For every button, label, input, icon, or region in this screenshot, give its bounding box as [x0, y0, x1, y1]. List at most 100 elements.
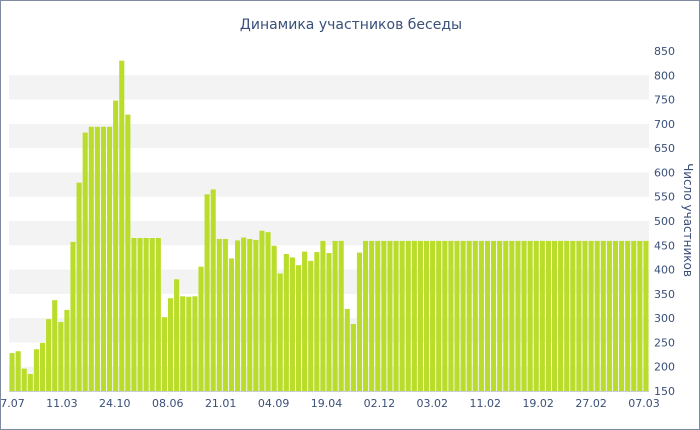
bar — [405, 240, 411, 391]
bar — [363, 240, 369, 391]
x-tick-label: 21.01 — [205, 397, 237, 410]
bar — [289, 257, 295, 391]
bar — [619, 240, 625, 391]
bar — [497, 240, 503, 391]
bar — [594, 240, 600, 391]
bar — [88, 126, 94, 392]
bar — [76, 182, 82, 391]
bar — [588, 240, 594, 391]
bar — [430, 240, 436, 391]
bar — [558, 240, 564, 391]
chart-title: Динамика участников беседы — [240, 17, 462, 33]
bar — [411, 240, 417, 391]
bar — [167, 298, 174, 391]
bar — [58, 322, 64, 391]
y-tick-label: 200 — [654, 361, 675, 374]
bar — [265, 232, 271, 391]
bar — [228, 258, 235, 391]
bar — [448, 240, 454, 391]
bar — [155, 238, 161, 391]
bar — [82, 132, 88, 391]
bar — [442, 240, 448, 391]
y-tick-label: 800 — [654, 69, 675, 82]
x-tick-label: 04.09 — [258, 397, 290, 410]
y-tick-label: 250 — [654, 336, 675, 349]
bar — [314, 252, 320, 391]
bar — [356, 252, 363, 391]
x-tick-label: 02.12 — [364, 397, 396, 410]
bar — [509, 240, 515, 391]
bar — [393, 240, 399, 391]
x-tick-label: 03.02 — [417, 397, 449, 410]
bar — [582, 240, 588, 391]
bar — [113, 100, 119, 391]
bar — [143, 238, 149, 391]
bar — [277, 273, 283, 391]
x-tick-label: 19.04 — [311, 397, 343, 410]
bar — [149, 238, 155, 391]
bar — [125, 114, 131, 391]
bar — [417, 240, 423, 391]
bar — [174, 279, 180, 391]
bar — [436, 240, 442, 391]
bar-series — [9, 60, 649, 392]
y-tick-label: 150 — [654, 385, 675, 398]
bar — [527, 240, 533, 391]
bar — [241, 237, 247, 391]
bar — [564, 240, 570, 391]
x-tick-label: 07.03 — [628, 397, 660, 410]
x-tick-label: 27.02 — [575, 397, 607, 410]
bar — [210, 189, 216, 391]
bar — [295, 265, 302, 391]
bar — [302, 251, 308, 391]
bar — [423, 240, 430, 391]
bar — [612, 240, 619, 391]
bar — [70, 241, 76, 391]
bar — [119, 60, 125, 392]
bar — [570, 240, 576, 391]
bar — [545, 240, 551, 391]
bar — [381, 240, 387, 391]
y-tick-label: 850 — [654, 45, 675, 58]
bar — [137, 238, 143, 391]
bar — [131, 238, 137, 391]
bar — [247, 238, 253, 391]
bar — [308, 260, 314, 391]
bar — [161, 317, 167, 391]
bar — [533, 240, 539, 391]
y-tick-label: 400 — [654, 264, 675, 277]
y-tick-label: 600 — [654, 166, 675, 179]
y-tick-label: 300 — [654, 312, 675, 325]
bar — [46, 319, 52, 391]
bar — [369, 240, 375, 391]
bar — [21, 368, 27, 391]
bar — [94, 126, 100, 392]
y-tick-label: 550 — [654, 191, 675, 204]
y-axis-ticks: 150 200 250 300 350 400 450 500 550 600 650 700 750 8… — [654, 45, 675, 398]
bar — [52, 300, 58, 391]
bar — [643, 240, 649, 391]
bar — [600, 240, 606, 391]
bar — [551, 240, 558, 391]
bar — [39, 342, 46, 391]
bar — [375, 240, 381, 391]
bar — [478, 240, 484, 391]
bar — [344, 308, 350, 391]
bar — [27, 374, 33, 391]
bar — [472, 240, 478, 391]
bar — [460, 240, 466, 391]
bar — [15, 351, 21, 391]
bar — [283, 254, 289, 391]
bar — [399, 240, 405, 391]
y-tick-label: 500 — [654, 215, 675, 228]
y-tick-label: 350 — [654, 288, 675, 301]
x-tick-label: 24.10 — [99, 397, 131, 410]
bar — [271, 245, 277, 391]
bar — [259, 230, 265, 391]
bar — [33, 349, 39, 391]
bar — [338, 240, 344, 391]
grid-band — [9, 75, 649, 100]
y-axis-label: Число участников — [681, 163, 695, 277]
bar — [625, 240, 631, 391]
